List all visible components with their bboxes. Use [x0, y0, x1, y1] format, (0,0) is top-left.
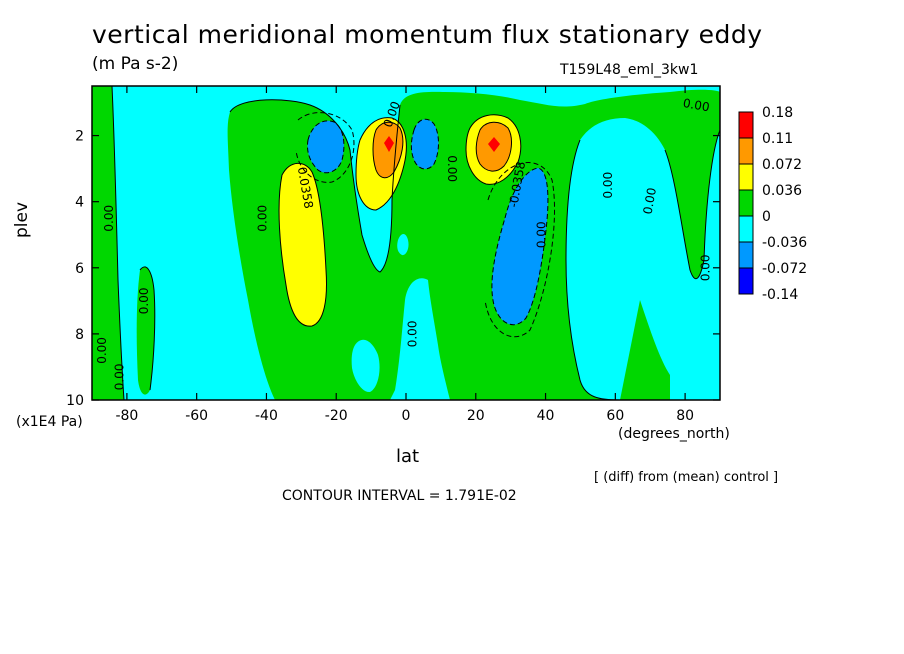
contour-label: 0.00: [255, 205, 269, 232]
red-region-north: [488, 137, 500, 152]
colorbar-swatch: [738, 267, 754, 295]
contour-label: 0.00: [641, 187, 659, 216]
y-tick-label: 8: [75, 327, 84, 343]
colorbar-swatch: [738, 163, 754, 191]
cyan-island-lower-left: [351, 339, 380, 393]
x-tick-label: 60: [606, 408, 624, 424]
y-tick-label: 10: [66, 393, 84, 409]
chart-units: (m Pa s-2): [92, 54, 179, 74]
colorbar-label: -0.14: [762, 287, 798, 303]
x-axis-label: lat: [396, 446, 420, 467]
colorbar-label: 0: [762, 209, 771, 225]
cyan-island-center: [397, 234, 409, 256]
contour-label: 0.00: [137, 287, 151, 314]
y-axis-units: (x1E4 Pa): [16, 414, 83, 430]
y-tick-label: 2: [75, 129, 84, 145]
contour-label: 0.00: [445, 155, 459, 182]
colorbar-label: 0.036: [762, 183, 802, 199]
colorbar-label: 0.18: [762, 105, 793, 121]
colorbar-swatch: [738, 189, 754, 217]
x-axis-units: (degrees_north): [618, 426, 730, 442]
contour-label: 0.00: [102, 205, 116, 232]
contour-label: 0.00: [699, 254, 713, 281]
x-tick-label: 40: [537, 408, 555, 424]
colorbar-label: 0.072: [762, 157, 802, 173]
colorbar: 0.18 0.11 0.072 0.036 0 -0.036 -0.072 -0.14: [738, 105, 807, 303]
colorbar-swatch: [738, 215, 754, 243]
green-region-main: [227, 89, 720, 400]
colorbar-label: 0.11: [762, 131, 793, 147]
x-tick-label: 80: [676, 408, 694, 424]
y-axis-ticks: 2 4 6 8 10: [66, 129, 720, 409]
yellow-region-south: [279, 163, 327, 327]
colorbar-label: -0.036: [762, 235, 807, 251]
colorbar-swatch: [738, 111, 754, 139]
contour-label: 0.00: [405, 321, 419, 348]
colorbar-swatch: [738, 137, 754, 165]
contour-interval: CONTOUR INTERVAL = 1.791E-02: [282, 488, 517, 504]
x-tick-label: -20: [325, 408, 348, 424]
x-tick-label: 20: [467, 408, 485, 424]
colorbar-label: -0.072: [762, 261, 807, 277]
chart-title: vertical meridional momentum flux statio…: [92, 20, 763, 49]
blue-region-north: [491, 168, 548, 325]
contour-label: 0.00: [535, 221, 549, 248]
x-axis-ticks: -80 -60 -40 -20 0 20 40 60 80: [115, 86, 694, 424]
contour-label: 0.00: [682, 96, 711, 114]
green-region-left-patch: [136, 266, 155, 395]
x-tick-label: -80: [115, 408, 138, 424]
y-tick-label: 6: [75, 261, 84, 277]
colorbar-swatch: [738, 241, 754, 269]
green-region-left-edge: [92, 86, 124, 400]
cyan-island-lower: [407, 318, 432, 396]
diff-note: [ (diff) from (mean) control ]: [594, 470, 779, 485]
contour-label: 0.00: [95, 337, 109, 364]
x-tick-label: -40: [255, 408, 278, 424]
contour-label: 0.00: [112, 364, 126, 391]
y-tick-label: 4: [75, 195, 84, 211]
x-tick-label: 0: [402, 408, 411, 424]
blue-region-south: [307, 120, 344, 173]
run-id: T159L48_eml_3kw1: [560, 62, 699, 78]
red-region-south: [384, 136, 394, 152]
blue-region-equator: [411, 119, 439, 169]
contour-label: 0.00: [601, 172, 615, 199]
x-tick-label: -60: [185, 408, 208, 424]
